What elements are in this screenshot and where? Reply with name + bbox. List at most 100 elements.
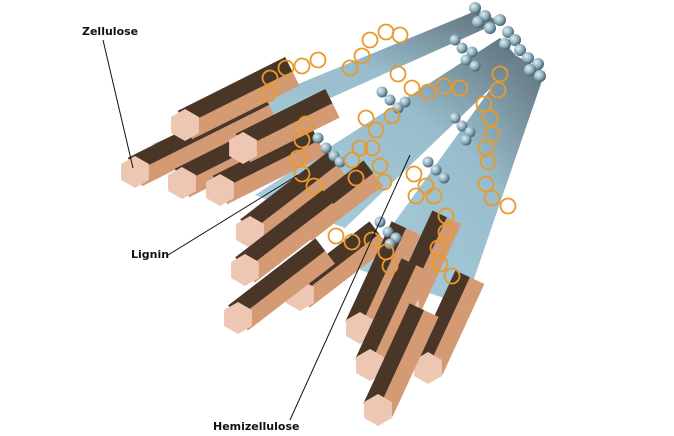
lignin-ring (361, 31, 379, 49)
lignin-ring (277, 59, 295, 77)
cellulose-fiber (229, 88, 340, 164)
lignin-ring (451, 79, 469, 97)
lignin-ring (351, 139, 369, 157)
hemicellulose-bead (312, 132, 324, 144)
lignin-ring (389, 65, 407, 83)
hemicellulose-bead (399, 96, 411, 108)
lignin-ring (429, 239, 447, 257)
lignin-rings (259, 23, 517, 285)
lignin-ring (499, 197, 517, 215)
hemicellulose-bead (460, 134, 472, 146)
lignin-ring (425, 187, 443, 205)
lignin-ring (327, 227, 345, 245)
lignin-ring (479, 153, 497, 171)
hemicellulose-bead (376, 86, 388, 98)
hemicellulose-bead (460, 54, 472, 66)
hemicellulose-bead (449, 34, 461, 46)
cellulose-fiber (224, 238, 335, 334)
hemicellulose-bead (484, 22, 496, 34)
hemicellulose-bead (320, 142, 332, 154)
hemicellulose-bead (499, 38, 511, 50)
cellulose-fiber (231, 190, 342, 286)
lignin-ring (375, 173, 393, 191)
cellulose-fiber (355, 258, 431, 381)
leader-line-lignin (167, 174, 299, 256)
cellulose-fiber (206, 126, 326, 206)
lignin-ring (489, 81, 507, 99)
lignin-ring (377, 23, 395, 41)
lignin-ring (491, 65, 509, 83)
hemicellulose-bead (509, 34, 521, 46)
cellulose-fiber (413, 270, 485, 384)
lignin-ring (483, 125, 501, 143)
hemicellulose-bead (456, 42, 468, 54)
lignin-ring (477, 175, 495, 193)
lignin-ring (347, 169, 365, 187)
hemicellulose-bead (534, 70, 546, 82)
lignin-ring (431, 255, 449, 273)
hemicellulose-bead (514, 44, 526, 56)
hemicellulose-chains (312, 2, 546, 250)
lignin-ring (293, 165, 311, 183)
lignin-ring (443, 267, 461, 285)
lignin-ring (475, 95, 493, 113)
lignin-ring (381, 257, 399, 275)
lignin-ring (289, 149, 307, 167)
label-cellulose: Zellulose (82, 25, 139, 38)
hemicellulose-bead (494, 14, 506, 26)
hemicellulose-bead (449, 112, 461, 124)
hemicellulose-bead (334, 156, 346, 168)
lignin-ring (341, 59, 359, 77)
hemicellulose-bead (502, 26, 514, 38)
lignin-ring (437, 223, 455, 241)
cellulose-fiber (236, 152, 347, 248)
lignin-ring (419, 83, 437, 101)
hemicellulose-bead (469, 60, 481, 72)
lignin-ring (363, 231, 381, 249)
hemicellulose-bead (466, 46, 478, 58)
lignin-ring (343, 151, 361, 169)
lignin-ring (343, 233, 361, 251)
hemicellulose-bead (430, 164, 442, 176)
lignin-ring (293, 57, 311, 75)
cellulose-fiber (363, 303, 439, 426)
hemicellulose-bead (524, 64, 536, 76)
hemicellulose-bead (522, 52, 534, 64)
lignin-ring (305, 177, 323, 195)
lignin-ring (407, 187, 425, 205)
lignin-ring (437, 207, 455, 225)
hemicellulose-bead (382, 226, 394, 238)
lignin-ring (367, 121, 385, 139)
lignin-ring (293, 131, 311, 149)
lignin-ring (391, 26, 409, 44)
leader-line-cellulose (102, 39, 134, 169)
hemicellulose-bead (469, 2, 481, 14)
hemicellulose-bead (472, 16, 484, 28)
hemicellulose-bead (456, 120, 468, 132)
lignin-ring (371, 157, 389, 175)
lignin-ring (259, 85, 277, 103)
lignin-ring (405, 165, 423, 183)
lignin-ring (403, 79, 421, 97)
cellulose-bundles (121, 57, 485, 426)
hemicellulose-bead (422, 156, 434, 168)
lignin-ring (435, 77, 453, 95)
leader-line-hemicellulose (289, 154, 411, 421)
lignin-ring (357, 109, 375, 127)
lignin-ring (483, 189, 501, 207)
hemicellulose-bead (438, 172, 450, 184)
hemicellulose-bead (384, 238, 396, 250)
hemicellulose-bead (384, 94, 396, 106)
lignin-ring (481, 109, 499, 127)
leader-lines (102, 39, 411, 421)
label-hemicellulose: Hemizellulose (213, 420, 300, 433)
lignin-ring (309, 51, 327, 69)
lignin-ring (261, 69, 279, 87)
lignin-ring (363, 139, 381, 157)
label-lignin: Lignin (131, 248, 170, 261)
lignin-ring (383, 107, 401, 125)
lignin-ring (353, 47, 371, 65)
lignin-ring (297, 115, 315, 133)
